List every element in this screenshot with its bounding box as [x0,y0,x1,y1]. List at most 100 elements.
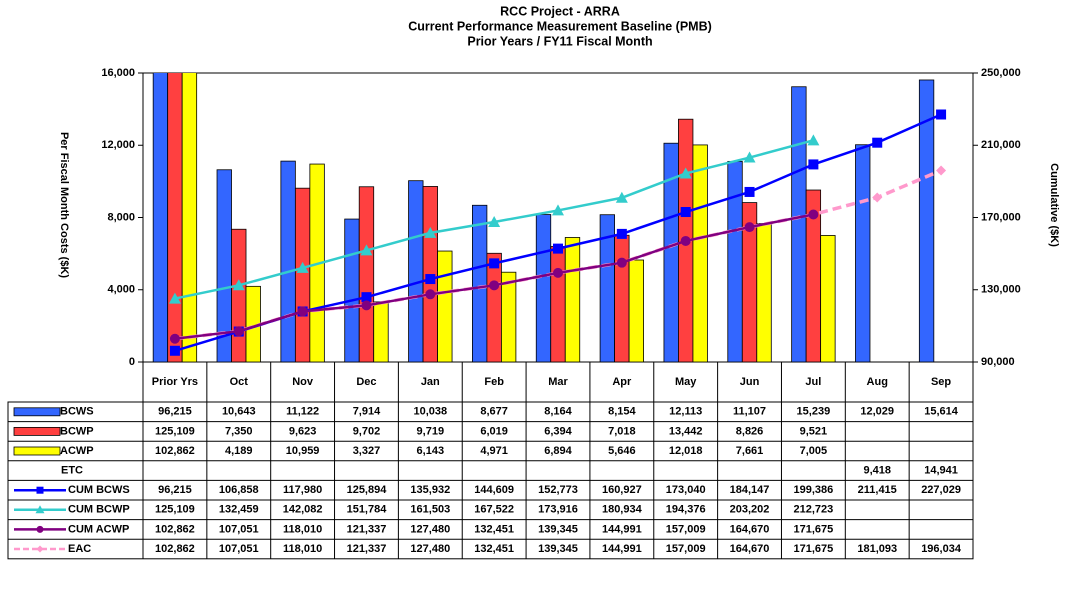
x-tick-label: Jul [805,376,821,388]
x-tick-label: Feb [484,376,504,388]
table-value: 160,927 [602,484,642,496]
table-value: 164,670 [730,523,770,535]
table-value: 152,773 [538,484,578,496]
legend-swatch [13,426,61,436]
table-value: 7,018 [608,425,636,437]
bar [628,259,644,362]
table-value: 102,862 [155,543,195,555]
bar [692,144,708,362]
marker [680,207,691,218]
table-value: 10,643 [222,406,256,418]
marker [553,267,563,278]
y2-tick-label: 170,000 [981,211,1021,223]
table-value: 4,189 [225,445,253,457]
table-value: 199,386 [794,484,834,496]
bar [614,234,630,362]
table-value: 125,109 [155,425,195,437]
bar [550,246,566,362]
marker [936,165,947,176]
table-value: 194,376 [666,504,706,516]
x-tick-label: May [675,376,697,388]
table-value: 4,971 [480,445,508,457]
x-tick-label: Dec [356,376,376,388]
marker [169,345,180,356]
marker [488,215,501,227]
table-value: 8,826 [736,425,764,437]
table-value: 3,327 [353,445,381,457]
table-value: 96,215 [158,406,192,418]
table-value: 139,345 [538,523,578,535]
table-value: 96,215 [158,484,192,496]
table-value: 9,719 [417,425,445,437]
y-axis-label: Per Fiscal Month Costs ($K) [58,132,70,278]
marker [552,204,564,216]
bar [727,160,743,362]
bar [486,252,502,362]
table-value: 106,858 [219,484,259,496]
x-tick-label: Nov [292,376,314,388]
table-value: 14,941 [924,465,958,477]
table-value: 151,784 [347,504,388,516]
table-value: 8,164 [544,406,572,418]
marker [872,192,883,203]
table-value: 144,991 [602,523,642,535]
legend-marker [36,486,44,494]
y-tick-label: 4,000 [107,284,135,296]
table-value: 6,894 [544,445,572,457]
marker [296,261,309,273]
table-value: 9,623 [289,425,317,437]
table-value: 118,010 [283,523,322,535]
table-value: 135,932 [410,484,450,496]
table-value: 125,109 [155,504,195,516]
table-value: 8,154 [608,406,636,418]
legend-marker [35,505,45,514]
marker [489,280,500,291]
table-value: 173,040 [666,484,706,496]
table-value: 157,009 [666,523,706,535]
table-value: 121,337 [347,543,387,555]
table-value: 142,082 [283,504,323,516]
bar [791,86,807,362]
legend-label: ETC [61,465,83,477]
legend-swatch [13,446,61,456]
bar [855,144,871,362]
y-tick-label: 0 [129,356,135,368]
legend-label: EAC [68,543,91,555]
table-value: 132,451 [474,523,514,535]
table-value: 9,418 [863,465,891,477]
marker [361,292,372,303]
marker [360,244,373,256]
table-value: 203,202 [730,504,770,516]
table-value: 12,113 [669,406,702,418]
marker [743,151,756,163]
table-value: 121,337 [347,523,387,535]
table-value: 161,503 [410,504,450,516]
table-value: 227,029 [921,484,961,496]
table-value: 118,010 [283,543,322,555]
table-value: 7,350 [225,425,253,437]
marker [615,191,628,203]
bar [167,73,183,362]
table-value: 180,934 [602,504,643,516]
table-value: 144,991 [602,543,642,555]
table-value: 167,522 [474,504,514,516]
table-value: 127,480 [410,523,450,535]
bar [344,218,360,362]
marker [168,292,181,304]
table-value: 11,107 [733,406,766,418]
marker [744,186,755,197]
table-value: 15,614 [924,406,959,418]
table-value: 125,894 [347,484,388,496]
table-value: 7,661 [736,445,764,457]
bar [564,237,581,362]
marker [744,222,755,233]
x-tick-label: Aug [867,376,888,388]
x-tick-label: Mar [548,376,568,388]
marker [679,167,692,179]
marker [807,134,820,146]
x-tick-label: Jan [421,376,440,388]
marker [489,258,500,269]
marker [424,226,437,238]
table-value: 9,702 [353,425,381,437]
marker [616,257,627,268]
